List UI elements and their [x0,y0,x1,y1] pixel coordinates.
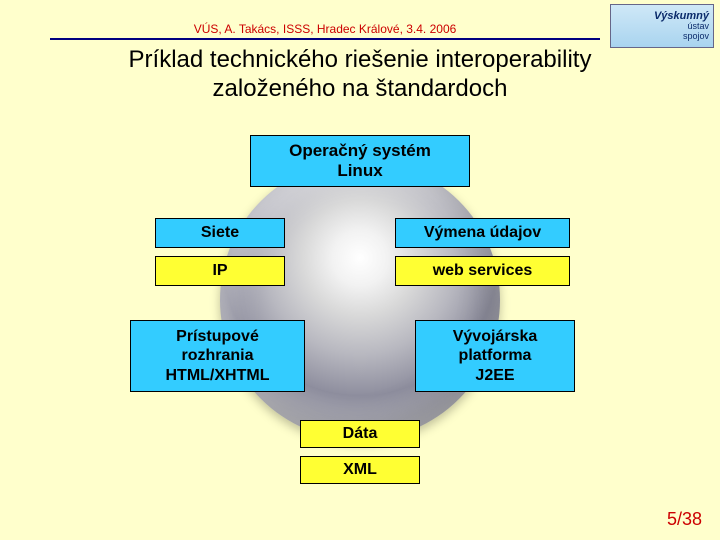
box-siete-label: Siete [201,223,239,242]
box-siete: Siete [155,218,285,248]
box-xml-label: XML [343,460,377,479]
title-line2: založeného na štandardoch [213,75,508,102]
box-vymena: Výmena údajov [395,218,570,248]
logo: Výskumný ústav spojov [610,4,714,48]
title-line1: Príklad technického riešenie interoperab… [129,46,592,73]
slide-title: Príklad technického riešenie interoperab… [40,46,680,104]
box-ip: IP [155,256,285,286]
box-vymena-label: Výmena údajov [424,223,541,242]
box-xml: XML [300,456,420,484]
box-ip-label: IP [212,261,227,280]
box-dev-platform: Vývojárska platforma J2EE [415,320,575,392]
box-access-line2: rozhrania [181,346,253,365]
box-devpl-line2: platforma [459,346,532,365]
box-web-services: web services [395,256,570,286]
box-os-line2: Linux [337,161,382,181]
header-text: VÚS, A. Takács, ISSS, Hradec Králové, 3.… [50,22,600,40]
box-data: Dáta [300,420,420,448]
box-web-services-label: web services [433,261,533,280]
logo-line3: spojov [683,32,709,42]
box-access-interfaces: Prístupové rozhrania HTML/XHTML [130,320,305,392]
sphere-background [220,160,500,440]
box-devpl-line1: Vývojárska [453,327,538,346]
box-os-line1: Operačný systém [289,141,431,161]
box-devpl-line3: J2EE [475,366,514,385]
box-access-line1: Prístupové [176,327,259,346]
box-data-label: Dáta [343,424,378,443]
slide: Výskumný ústav spojov VÚS, A. Takács, IS… [0,0,720,540]
page-number: 5/38 [667,509,702,530]
box-access-line3: HTML/XHTML [166,366,270,385]
box-os: Operačný systém Linux [250,135,470,187]
